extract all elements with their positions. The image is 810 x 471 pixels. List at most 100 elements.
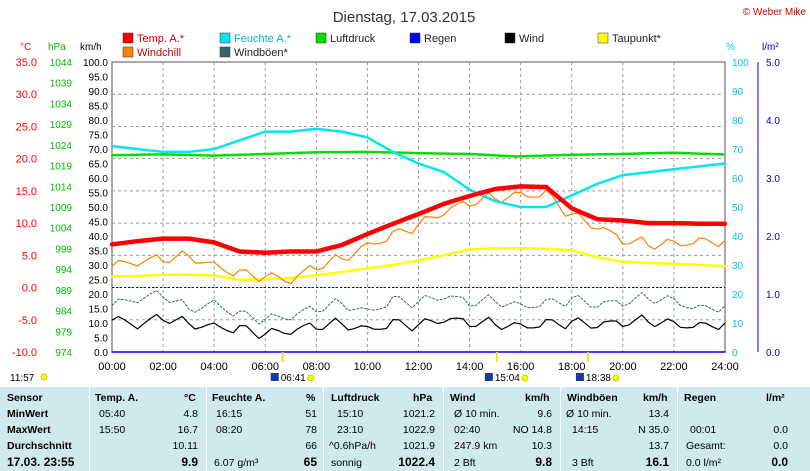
cur-wind-bft: 2 Bft (454, 457, 476, 469)
header-rain-unit: l/m² (766, 392, 785, 404)
rain-axis-unit: l/m² (762, 42, 779, 53)
header-sensor: Sensor (7, 392, 43, 404)
header-gust: Windböen (567, 392, 618, 404)
series-line-feuchte-a (110, 127, 727, 209)
sunrise-icon (270, 373, 279, 381)
x-tick-label: 18:00 (558, 361, 586, 373)
max-temp-value: 16.7 (177, 424, 198, 436)
wind-tick-label: 5.0 (94, 334, 108, 345)
header-temp-unit: °C (184, 392, 196, 404)
x-tick-label: 16:00 (507, 361, 535, 373)
copyright-label: © Weber Mike (743, 7, 807, 18)
rain-tick-label: 1.0 (766, 290, 780, 301)
avg-pres-trend: ^0.6hPa/h (329, 440, 376, 452)
legend-swatch (315, 32, 327, 44)
wind-tick-label: 30.0 (89, 261, 109, 272)
wind-tick-label: 95.0 (89, 73, 109, 84)
x-tick-label: 00:00 (98, 361, 126, 373)
sunset-sun-dot (612, 374, 620, 382)
humidity-tick-label: 80 (732, 116, 744, 127)
humidity-axis-unit: % (726, 42, 735, 53)
temp-tick-label: 0.0 (22, 283, 37, 295)
header-temp: Temp. A. (95, 392, 139, 404)
temp-tick-label: 30.0 (16, 89, 37, 101)
temp-tick-label: 25.0 (16, 121, 37, 133)
temp-tick-label: 15.0 (16, 186, 37, 198)
humidity-tick-label: 20 (732, 290, 744, 301)
humidity-tick-label: 40 (732, 232, 744, 243)
max-rain-value: 0.0 (773, 424, 788, 436)
wind-tick-label: 10.0 (89, 319, 109, 330)
legend-swatch (219, 46, 231, 58)
rain-tick-label: 0.0 (766, 348, 780, 359)
avg-rain-label: Gesamt: (686, 440, 726, 452)
wind-tick-label: 75.0 (89, 131, 109, 142)
max-pres-time: 23:10 (337, 424, 364, 436)
sun-icon (40, 373, 48, 381)
wind-tick-label: 45.0 (89, 218, 109, 229)
row-label-min: MinWert (7, 408, 49, 420)
rain-tick-label: 2.0 (766, 232, 780, 243)
rain-tick-label: 5.0 (766, 58, 780, 69)
x-tick-label: 14:00 (456, 361, 484, 373)
rain-tick-label: 3.0 (766, 174, 780, 185)
min-temp-time: 05:40 (99, 408, 126, 420)
humidity-tick-label: 60 (732, 174, 744, 185)
sunrise-sun-dot (307, 374, 315, 382)
min-pres-time: 15:10 (337, 408, 364, 420)
pressure-tick-label: 1019 (50, 162, 73, 173)
series-line-windb-en (111, 290, 726, 325)
temp-tick-label: 20.0 (16, 154, 37, 166)
cur-gust-value: 16.1 (645, 455, 669, 469)
wind-tick-label: 25.0 (89, 276, 109, 287)
x-tick-label: 10:00 (354, 361, 382, 373)
temp-tick-label: -5.0 (18, 315, 37, 327)
wind-tick-label: 70.0 (89, 145, 109, 156)
series-line-wind (111, 313, 726, 340)
wind-tick-label: 40.0 (89, 232, 109, 243)
series-line-luftdruck (110, 150, 725, 158)
cur-rain-total: 0.0 l/m² (686, 457, 722, 469)
cur-hum-abs: 6.07 g/m³ (214, 457, 259, 469)
wind-tick-label: 15.0 (89, 305, 109, 316)
min-gust-label: Ø 10 min. (566, 408, 612, 420)
row-label-max: MaxWert (7, 424, 51, 436)
axes: 35.0 30.0 25.0 20.0 15.0 10.0 5.0 0.0 -5.0 -10.0 1… (12, 42, 780, 373)
legend-label: Temp. A.* (137, 33, 185, 45)
legend-label: Wind (519, 33, 544, 45)
min-gust-value: 13.4 (648, 408, 669, 420)
pressure-tick-label: 1014 (50, 182, 73, 193)
legend-label: Taupunkt* (612, 33, 662, 45)
avg-temp-value: 10.11 (172, 440, 199, 452)
summary-table: Sensor Temp. A. °C Feuchte A. % Luftdruc… (0, 387, 810, 471)
sun-markers: 11:57 06:41 18:38 15:04 (10, 352, 620, 384)
avg-hum-value: 66 (305, 440, 317, 452)
row-label-avg: Durchschnitt (7, 440, 72, 452)
pressure-tick-label: 974 (55, 348, 72, 359)
min-pres-value: 1021.2 (402, 408, 435, 420)
max-hum-time: 08:20 (216, 424, 243, 436)
series-line-taupunkt (110, 246, 727, 282)
humidity-tick-label: 30 (732, 261, 744, 272)
pressure-tick-label: 1034 (50, 99, 73, 110)
sunset-icon (575, 373, 584, 381)
avg-pres-value: 1021.9 (402, 440, 435, 452)
max-gust-dir: N 35.0 (638, 424, 669, 436)
pressure-tick-label: 999 (55, 244, 72, 255)
cur-gust-bft: 3 Bft (572, 457, 594, 469)
wind-tick-label: 100.0 (83, 58, 108, 69)
series-group (109, 127, 728, 353)
pressure-tick-label: 989 (55, 286, 72, 297)
humidity-tick-label: 0 (732, 348, 738, 359)
humidity-tick-label: 70 (732, 145, 744, 156)
wind-tick-label: 35.0 (89, 247, 109, 258)
min-hum-value: 51 (305, 408, 317, 420)
legend-swatch (504, 32, 516, 44)
avg-wind-distance: 247.9 km (454, 440, 498, 452)
min-hum-time: 16:15 (216, 408, 243, 420)
humidity-tick-label: 50 (732, 203, 744, 214)
x-tick-label: 04:00 (200, 361, 228, 373)
series-line-temp-a (109, 184, 728, 256)
max-temp-time: 15:50 (99, 424, 126, 436)
header-pressure-unit: hPa (413, 392, 433, 404)
